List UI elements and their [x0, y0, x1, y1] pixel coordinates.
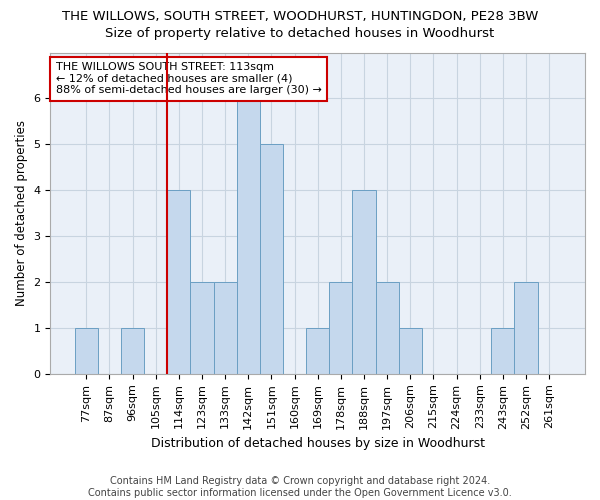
X-axis label: Distribution of detached houses by size in Woodhurst: Distribution of detached houses by size …: [151, 437, 485, 450]
Text: THE WILLOWS SOUTH STREET: 113sqm
← 12% of detached houses are smaller (4)
88% of: THE WILLOWS SOUTH STREET: 113sqm ← 12% o…: [56, 62, 322, 96]
Text: Contains HM Land Registry data © Crown copyright and database right 2024.
Contai: Contains HM Land Registry data © Crown c…: [88, 476, 512, 498]
Bar: [190, 282, 214, 374]
Text: Size of property relative to detached houses in Woodhurst: Size of property relative to detached ho…: [106, 28, 494, 40]
Bar: [260, 144, 283, 374]
Text: THE WILLOWS, SOUTH STREET, WOODHURST, HUNTINGDON, PE28 3BW: THE WILLOWS, SOUTH STREET, WOODHURST, HU…: [62, 10, 538, 23]
Bar: [214, 282, 237, 374]
Bar: [514, 282, 538, 374]
Bar: [376, 282, 399, 374]
Bar: [306, 328, 329, 374]
Bar: [491, 328, 514, 374]
Bar: [237, 98, 260, 374]
Bar: [329, 282, 352, 374]
Bar: [352, 190, 376, 374]
Bar: [75, 328, 98, 374]
Bar: [399, 328, 422, 374]
Bar: [167, 190, 190, 374]
Y-axis label: Number of detached properties: Number of detached properties: [15, 120, 28, 306]
Bar: [121, 328, 144, 374]
